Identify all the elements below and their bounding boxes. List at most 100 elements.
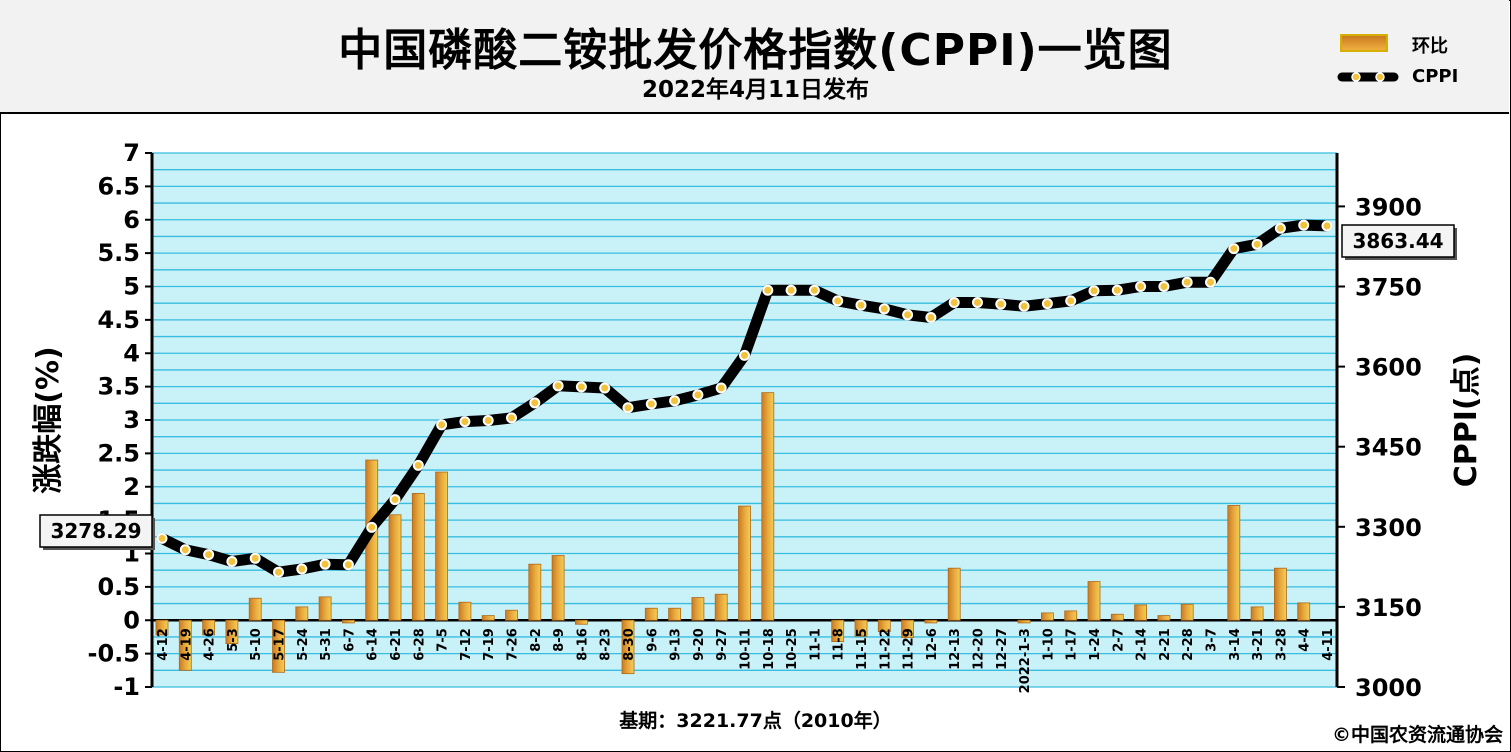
cppi-point (832, 295, 844, 307)
cppi-point (342, 559, 354, 571)
bar (1041, 612, 1054, 621)
x-tick-label: 4-4 (1298, 628, 1313, 652)
bar (924, 619, 938, 624)
cppi-point (1228, 243, 1240, 255)
x-tick-label: 10-25 (785, 628, 800, 670)
bar (411, 493, 425, 621)
bar (1227, 505, 1241, 621)
cppi-point (808, 284, 820, 296)
x-tick-label: 5-17 (273, 628, 288, 661)
start-value-callout: 3278.29 (39, 514, 155, 550)
left-tick-label: 4 (123, 339, 140, 367)
left-tick-label: 0.5 (97, 573, 140, 601)
cppi-point (739, 349, 750, 361)
cppi-point (902, 309, 914, 321)
x-tick-label: 2-28 (1181, 628, 1196, 661)
cppi-point (692, 389, 704, 401)
legend-bar-swatch (1340, 34, 1388, 52)
x-tick-label: 8-16 (575, 628, 590, 661)
header: 中国磷酸二铵批发价格指数(CPPI)一览图 2022年4月11日发布 (0, 0, 1509, 114)
x-tick-label: 12-13 (948, 628, 963, 670)
bar (225, 619, 239, 645)
bar (505, 609, 518, 621)
cppi-point (529, 397, 541, 409)
right-tick-label: 3750 (1355, 274, 1422, 302)
bar (1087, 581, 1101, 621)
right-tick-label: 3900 (1355, 193, 1422, 221)
cppi-point (1041, 298, 1053, 310)
x-tick-label: 1-10 (1041, 628, 1056, 661)
cppi-point (622, 402, 634, 414)
bar (668, 607, 681, 621)
x-tick-label: 2-7 (1111, 628, 1126, 652)
cppi-point (995, 298, 1007, 310)
bar (854, 619, 868, 637)
x-tick-label: 6-21 (389, 628, 404, 661)
left-tick-label: -1 (113, 673, 140, 701)
publish-date: 2022年4月11日发布 (641, 77, 870, 103)
callout-value: 3278.29 (50, 519, 141, 543)
cppi-markers (156, 219, 1333, 578)
x-tick-label: 5-24 (296, 628, 311, 661)
copyright: ©中国农资流通协会 (1331, 724, 1503, 746)
x-tick-label: 11-22 (878, 628, 893, 670)
legend-line-label: CPPI (1412, 66, 1459, 87)
left-tick-label: 6 (123, 206, 140, 234)
cppi-point (925, 311, 937, 323)
x-tick-label: 4-26 (203, 628, 218, 661)
bar (1180, 603, 1194, 621)
cppi-point (319, 558, 331, 570)
bar (248, 597, 262, 621)
x-tick-label: 9-27 (715, 628, 730, 661)
cppi-point (785, 284, 797, 296)
cppi-point (412, 459, 424, 471)
bar (877, 619, 891, 632)
legend: 环比 CPPI (1330, 28, 1500, 98)
cppi-point (366, 521, 378, 533)
cppi-point (482, 415, 494, 427)
x-tick-label: 8-23 (599, 628, 614, 661)
bar (481, 615, 495, 621)
left-tick-label: 5 (123, 273, 140, 301)
x-tick-label: 3-14 (1228, 628, 1243, 661)
bar (551, 555, 565, 621)
left-tick-label: 0 (123, 606, 140, 634)
bar (178, 619, 192, 671)
cppi-point (645, 398, 657, 410)
x-tick-label: 1-24 (1088, 628, 1103, 661)
x-tick-label: 12-20 (972, 628, 987, 670)
cppi-point (226, 556, 238, 568)
bar (1110, 613, 1124, 621)
bar (435, 471, 449, 621)
cppi-point (506, 412, 517, 424)
x-tick-label: 7-12 (459, 628, 474, 661)
cppi-point (296, 563, 308, 575)
bar (1017, 619, 1031, 624)
x-tick-label: 11-29 (902, 628, 917, 670)
right-tick-label: 3150 (1355, 594, 1422, 622)
x-tick-label: 7-26 (506, 628, 521, 661)
bar (388, 514, 402, 621)
left-tick-label: 2.5 (97, 439, 140, 467)
cppi-point (1251, 238, 1263, 250)
cppi-point (1321, 220, 1333, 232)
x-tick-label: 2-14 (1135, 628, 1150, 661)
bar (714, 593, 728, 621)
cppi-point (552, 380, 564, 392)
callout-value: 3863.44 (1352, 229, 1443, 253)
cppi-point (1205, 276, 1216, 288)
x-tick-label: 6-7 (342, 628, 357, 652)
legend-line-swatch (1337, 72, 1399, 82)
x-tick-label: 4-12 (156, 628, 171, 661)
x-tick-label: 7-19 (482, 628, 497, 661)
bar (202, 619, 216, 636)
cppi-point (669, 395, 681, 407)
cppi-point (1158, 281, 1170, 292)
cppi-point (575, 381, 587, 393)
x-tick-label: 5-3 (226, 628, 241, 652)
x-tick-label: 6-28 (412, 628, 427, 661)
bar (947, 567, 961, 621)
bar (831, 619, 845, 643)
bar (1250, 606, 1264, 621)
left-tick-label: 4.5 (97, 306, 140, 334)
